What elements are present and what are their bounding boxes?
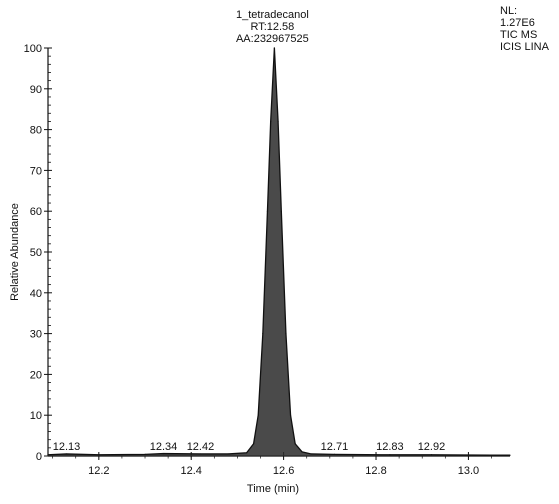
data-point: [490, 454, 493, 456]
x-tick-label: 12.8: [365, 465, 386, 477]
main-peak-annotation-line: AA:232967525: [236, 33, 309, 45]
info-box-line: TIC MS: [500, 29, 537, 41]
data-point: [227, 453, 229, 455]
y-tick-label: 60: [30, 206, 42, 218]
data-point: [266, 210, 269, 212]
data-point: [257, 414, 259, 416]
y-tick-label: 100: [24, 43, 42, 55]
data-point: [430, 454, 433, 456]
data-point: [289, 414, 292, 416]
peak-label: 12.13: [53, 441, 81, 453]
data-point: [333, 453, 336, 455]
data-point: [389, 454, 391, 456]
info-box-line: 1.27E6: [500, 17, 535, 29]
info-box-line: NL:: [500, 5, 517, 17]
peak-label: 12.42: [187, 441, 215, 453]
x-tick-label: 12.2: [88, 465, 109, 477]
data-point: [252, 443, 255, 445]
info-box-line: ICIS LINA: [500, 41, 550, 53]
peak-label: 12.92: [418, 441, 446, 453]
y-tick-label: 90: [30, 84, 42, 96]
y-tick-label: 80: [30, 125, 42, 137]
series-line: [47, 47, 510, 456]
data-point: [65, 453, 68, 455]
y-tick-label: 70: [30, 165, 42, 177]
peak-label: 12.83: [376, 441, 404, 453]
data-point: [277, 120, 279, 123]
data-point: [246, 452, 248, 454]
main-peak-annotation-line: RT:12.58: [250, 21, 294, 33]
data-point: [47, 454, 49, 456]
series-fill: [48, 48, 510, 456]
data-point: [294, 443, 296, 445]
x-tick-label: 12.4: [181, 465, 202, 477]
data-point: [162, 452, 165, 455]
data-point: [280, 210, 282, 212]
peak-label: 12.34: [150, 441, 178, 453]
data-point: [273, 47, 275, 49]
y-tick-label: 40: [30, 288, 42, 300]
x-axis-label: Time (min): [247, 483, 299, 495]
peak-label: 12.71: [321, 441, 349, 453]
data-point: [285, 333, 287, 335]
main-peak-annotation-line: 1_tetradecanol: [236, 9, 309, 21]
data-point: [310, 453, 312, 455]
data-point: [144, 453, 146, 455]
x-tick-label: 13.0: [458, 465, 479, 477]
data-point: [199, 453, 202, 455]
y-tick-label: 50: [30, 247, 42, 259]
y-tick-label: 0: [36, 451, 42, 463]
x-tick-label: 12.6: [273, 465, 294, 477]
data-point: [301, 451, 303, 453]
y-axis-label: Relative Abundance: [9, 203, 21, 301]
data-point: [509, 454, 511, 456]
data-point: [98, 454, 100, 456]
y-tick-label: 10: [30, 410, 42, 422]
data-point: [262, 333, 264, 335]
y-tick-label: 20: [30, 369, 42, 381]
y-tick-label: 30: [30, 329, 42, 341]
data-point: [270, 120, 272, 123]
